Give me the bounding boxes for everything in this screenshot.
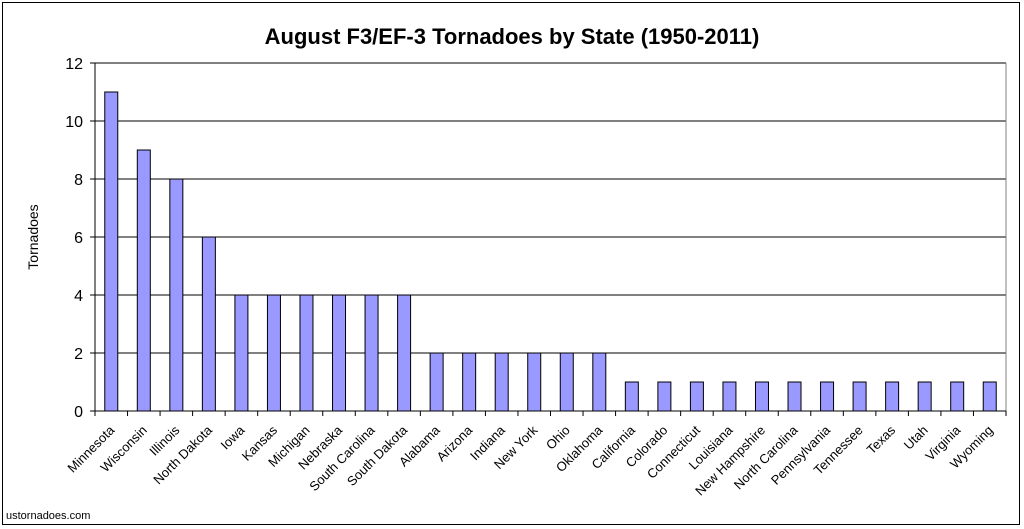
bar xyxy=(559,352,574,412)
x-tick-label: Arizona xyxy=(434,422,476,464)
bar xyxy=(852,381,867,412)
y-tick-label: 8 xyxy=(74,172,83,189)
bar xyxy=(592,352,607,412)
bar xyxy=(266,294,281,412)
source-credit: ustornadoes.com xyxy=(6,510,91,522)
bar xyxy=(494,352,509,412)
bar xyxy=(982,381,997,412)
bar xyxy=(722,381,737,412)
bar xyxy=(364,294,379,412)
y-tick-label: 2 xyxy=(74,346,83,363)
bar xyxy=(104,91,119,412)
bar xyxy=(917,381,932,412)
x-tick-label: Texas xyxy=(864,422,899,457)
bar xyxy=(299,294,314,412)
chart-title: August F3/EF-3 Tornadoes by State (1950-… xyxy=(264,24,760,49)
bar xyxy=(624,381,639,412)
bar xyxy=(885,381,900,412)
y-tick-label: 4 xyxy=(74,288,83,305)
bar xyxy=(234,294,249,412)
bar xyxy=(527,352,542,412)
bar xyxy=(754,381,769,412)
bar xyxy=(657,381,672,412)
bar xyxy=(169,178,184,412)
bar xyxy=(201,236,216,412)
y-tick-label: 6 xyxy=(74,230,83,247)
bar xyxy=(820,381,835,412)
y-tick-label: 10 xyxy=(65,114,83,131)
bar xyxy=(462,352,477,412)
y-tick-label: 0 xyxy=(74,404,83,421)
bar xyxy=(950,381,965,412)
y-tick-label: 12 xyxy=(65,56,83,73)
bar xyxy=(787,381,802,412)
bar xyxy=(136,149,151,412)
bar xyxy=(429,352,444,412)
bar xyxy=(689,381,704,412)
bar xyxy=(397,294,412,412)
bar xyxy=(332,294,347,412)
